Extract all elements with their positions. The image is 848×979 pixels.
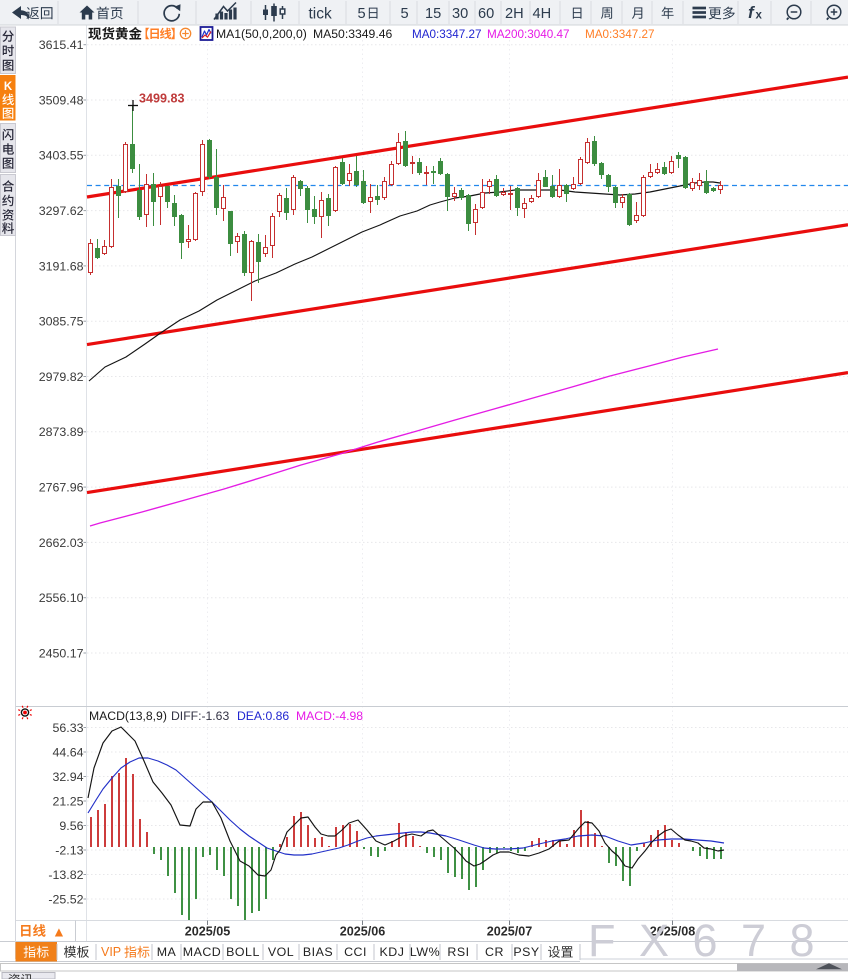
svg-text:MA50:3349.46: MA50:3349.46 (313, 27, 393, 41)
svg-text:4H: 4H (533, 6, 552, 22)
svg-text:3615.41: 3615.41 (39, 38, 84, 52)
svg-text:9.56: 9.56 (59, 819, 83, 833)
svg-text:-13.82: -13.82 (48, 868, 83, 882)
svg-text:tick: tick (309, 6, 333, 23)
svg-text:5: 5 (401, 6, 409, 22)
svg-text:MA0:3347.27: MA0:3347.27 (585, 28, 655, 41)
svg-text:VOL: VOL (268, 945, 294, 959)
svg-text:2662.03: 2662.03 (39, 536, 84, 550)
svg-text:K: K (4, 81, 13, 93)
svg-text:PSY: PSY (513, 945, 539, 959)
svg-text:30: 30 (452, 6, 468, 22)
svg-text:VIP: VIP (101, 945, 121, 959)
svg-text:3499.83: 3499.83 (139, 92, 185, 106)
svg-text:DEA:0.86: DEA:0.86 (237, 709, 289, 723)
svg-text:44.64: 44.64 (52, 745, 83, 759)
svg-text:CCI: CCI (344, 945, 367, 959)
svg-text:DIFF:-1.63: DIFF:-1.63 (171, 709, 229, 723)
svg-text:2025/05: 2025/05 (185, 925, 231, 939)
svg-text:KDJ: KDJ (380, 945, 405, 959)
svg-text:56.33: 56.33 (52, 721, 83, 735)
svg-text:MA200:3040.47: MA200:3040.47 (487, 28, 570, 41)
svg-text:32.94: 32.94 (52, 770, 83, 784)
svg-text:BIAS: BIAS (303, 945, 333, 959)
svg-text:MACD: MACD (183, 945, 221, 959)
svg-text:LW%: LW% (410, 945, 440, 959)
svg-text:2767.96: 2767.96 (39, 481, 84, 495)
svg-text:3297.62: 3297.62 (39, 204, 84, 218)
svg-text:5: 5 (358, 6, 366, 22)
svg-text:CR: CR (485, 945, 504, 959)
svg-text:-25.52: -25.52 (48, 892, 83, 906)
svg-text:2873.89: 2873.89 (39, 425, 84, 439)
svg-text:3509.48: 3509.48 (39, 93, 84, 107)
svg-text:60: 60 (478, 6, 494, 22)
svg-text:MACD:-4.98: MACD:-4.98 (296, 709, 363, 723)
svg-text:MACD(13,8,9): MACD(13,8,9) (89, 709, 167, 723)
svg-text:2979.82: 2979.82 (39, 370, 84, 384)
svg-text:▲: ▲ (52, 924, 66, 940)
svg-text:x: x (756, 10, 763, 22)
svg-text:21.25: 21.25 (52, 794, 83, 808)
svg-text:FX678: FX678 (588, 915, 838, 966)
svg-text:2025/06: 2025/06 (340, 925, 386, 939)
svg-text:2025/07: 2025/07 (487, 925, 533, 939)
svg-text:15: 15 (425, 6, 441, 22)
svg-text:MA: MA (157, 945, 177, 959)
svg-text:2H: 2H (505, 6, 524, 22)
svg-text:BOLL: BOLL (226, 945, 260, 959)
svg-text:2556.10: 2556.10 (39, 591, 84, 605)
svg-text:MA1(50,0,200,0): MA1(50,0,200,0) (216, 27, 307, 41)
svg-text:-2.13: -2.13 (55, 843, 83, 857)
svg-text:2450.17: 2450.17 (39, 646, 84, 660)
svg-text:3191.68: 3191.68 (39, 259, 84, 273)
svg-text:3085.75: 3085.75 (39, 315, 84, 329)
svg-text:f: f (748, 3, 756, 22)
svg-text:MA0:3347.27: MA0:3347.27 (412, 28, 482, 41)
svg-text:RSI: RSI (447, 945, 469, 959)
svg-text:3403.55: 3403.55 (39, 149, 84, 163)
svg-text:2025/08: 2025/08 (650, 925, 696, 939)
